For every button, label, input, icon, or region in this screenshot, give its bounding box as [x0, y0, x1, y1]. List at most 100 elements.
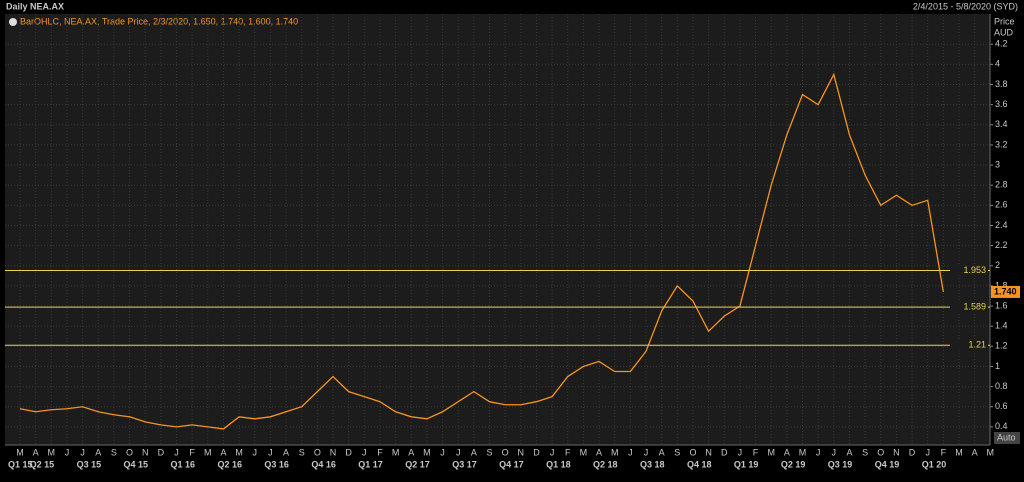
quarter-label: Q1 15 [8, 459, 33, 469]
quarter-label: Q2 17 [405, 459, 430, 469]
x-tick-label: M [767, 447, 775, 457]
y-tick-label: 1.6 [995, 300, 1008, 310]
x-tick-label: J [65, 447, 70, 457]
quarter-label: Q3 15 [77, 459, 102, 469]
quarter-label: Q2 15 [30, 459, 55, 469]
x-tick-label: O [502, 447, 509, 457]
x-tick-label: M [423, 447, 431, 457]
x-tick-label: A [784, 447, 790, 457]
y-axis-unit: AUD [994, 27, 1014, 37]
x-tick-label: N [518, 447, 525, 457]
level-label-bg [950, 340, 988, 351]
x-tick-label: S [111, 447, 117, 457]
x-tick-label: F [189, 447, 195, 457]
x-tick-label: D [721, 447, 728, 457]
x-tick-label: N [142, 447, 149, 457]
quarter-label: Q3 17 [452, 459, 477, 469]
legend: BarOHLC, NEA.AX, Trade Price, 2/3/2020, … [20, 16, 298, 26]
y-tick-label: 3.2 [995, 139, 1008, 149]
y-tick-label: 3.4 [995, 119, 1008, 129]
x-tick-label: M [611, 447, 619, 457]
x-tick-label: A [33, 447, 39, 457]
quarter-label: Q4 17 [499, 459, 524, 469]
quarter-label: Q2 19 [781, 459, 806, 469]
x-tick-label: A [471, 447, 477, 457]
quarter-label: Q4 15 [124, 459, 149, 469]
quarter-label: Q1 16 [171, 459, 196, 469]
x-tick-label: J [440, 447, 445, 457]
quarter-label: Q4 18 [687, 459, 712, 469]
quarter-label: Q1 20 [922, 459, 947, 469]
y-tick-label: 0.6 [995, 401, 1008, 411]
quarter-label: Q4 16 [311, 459, 336, 469]
y-tick-label: 2.4 [995, 220, 1008, 230]
x-tick-label: N [893, 447, 900, 457]
y-tick-label: 3 [995, 159, 1000, 169]
x-tick-label: A [846, 447, 852, 457]
quarter-label: Q3 19 [828, 459, 853, 469]
quarter-label: Q1 19 [734, 459, 759, 469]
y-tick-label: 1.4 [995, 321, 1008, 331]
quarter-label: Q1 17 [358, 459, 383, 469]
level-label: 1.953 [963, 265, 986, 275]
x-tick-label: N [330, 447, 337, 457]
y-tick-label: 0.4 [995, 421, 1008, 431]
legend-icon[interactable] [9, 18, 17, 26]
x-tick-label: J [268, 447, 273, 457]
x-tick-label: S [486, 447, 492, 457]
x-tick-label: A [95, 447, 101, 457]
x-tick-label: O [314, 447, 321, 457]
x-tick-label: S [299, 447, 305, 457]
x-tick-label: O [126, 447, 133, 457]
x-tick-label: J [80, 447, 85, 457]
x-tick-label: O [689, 447, 696, 457]
quarter-label: Q2 16 [217, 459, 242, 469]
x-tick-label: A [972, 447, 978, 457]
x-tick-label: M [235, 447, 243, 457]
x-tick-label: D [533, 447, 540, 457]
y-tick-label: 2 [995, 260, 1000, 270]
y-axis-label: Price [994, 16, 1015, 26]
last-price-label: 1.740 [994, 286, 1017, 296]
x-tick-label: A [659, 447, 665, 457]
x-tick-label: N [705, 447, 712, 457]
y-tick-label: 0.8 [995, 381, 1008, 391]
plot-area [5, 14, 990, 445]
x-tick-label: J [644, 447, 649, 457]
x-tick-label: J [738, 447, 743, 457]
x-tick-label: M [204, 447, 212, 457]
x-tick-label: O [877, 447, 884, 457]
x-tick-label: F [565, 447, 571, 457]
x-tick-label: F [377, 447, 383, 457]
scale-button-label[interactable]: Auto [997, 432, 1016, 442]
chart-title: Daily NEA.AX [6, 1, 64, 11]
x-tick-label: J [925, 447, 930, 457]
x-tick-label: M [48, 447, 56, 457]
x-tick-label: A [220, 447, 226, 457]
x-tick-label: D [158, 447, 165, 457]
y-tick-label: 1.8 [995, 280, 1008, 290]
x-tick-label: F [941, 447, 947, 457]
x-tick-label: M [955, 447, 963, 457]
level-label-bg [950, 265, 988, 276]
quarter-label: Q3 18 [640, 459, 665, 469]
level-label-bg [950, 302, 988, 313]
quarter-label: Q2 18 [593, 459, 618, 469]
x-tick-label: M [392, 447, 400, 457]
x-tick-label: J [550, 447, 555, 457]
price-line [19, 72, 944, 430]
x-tick-label: J [628, 447, 633, 457]
x-tick-label: J [832, 447, 837, 457]
date-range: 2/4/2015 - 5/8/2020 (SYD) [913, 1, 1018, 11]
x-tick-label: M [799, 447, 807, 457]
last-price-box [991, 285, 1020, 298]
y-tick-label: 3.6 [995, 99, 1008, 109]
y-tick-label: 2.8 [995, 180, 1008, 190]
x-tick-label: F [753, 447, 759, 457]
scale-button[interactable] [994, 432, 1020, 444]
quarter-label: Q3 16 [264, 459, 289, 469]
x-tick-label: A [408, 447, 414, 457]
x-tick-label: J [816, 447, 821, 457]
level-label: 1.589 [963, 302, 986, 312]
